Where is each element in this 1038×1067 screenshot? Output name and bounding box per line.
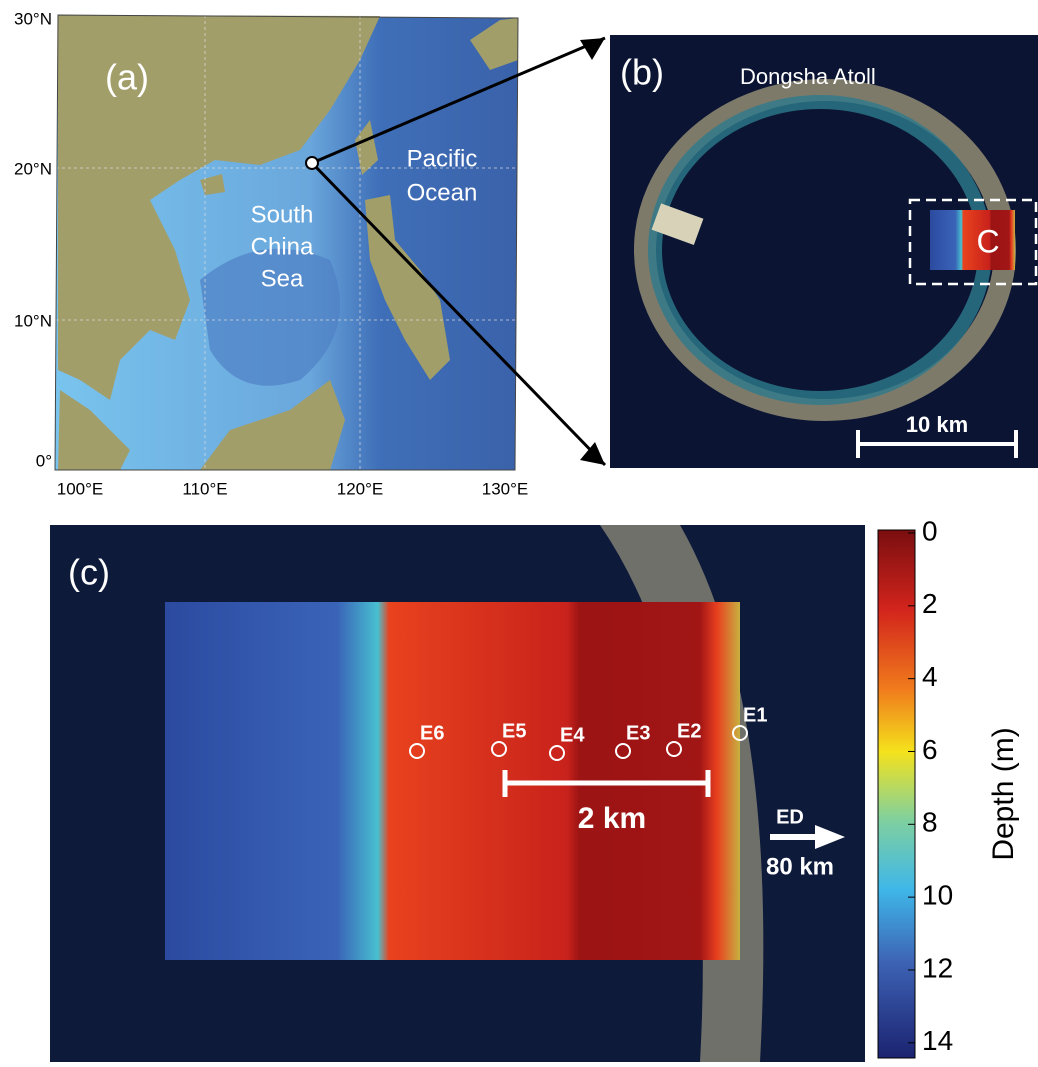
scale-label: 2 km	[578, 802, 646, 835]
sea-label: Sea	[261, 265, 304, 292]
panel-a: (a) 30°N 20°N 10°N 0° 100°E 110°E 120°E 130°E S…	[14, 9, 607, 498]
scale-label: 10 km	[906, 412, 968, 437]
scale-bar	[502, 770, 711, 797]
station-label: E2	[677, 720, 701, 742]
inset-box	[908, 198, 1038, 286]
colorbar-tick-label: 8	[922, 807, 938, 838]
colorbar-tick-label: 4	[922, 661, 938, 692]
station-marker	[615, 743, 631, 759]
panel-label: (b)	[620, 52, 664, 93]
lat-label: 0°	[36, 451, 52, 470]
arrow-label: ED	[776, 806, 804, 828]
land-taiwan	[355, 120, 378, 175]
scale-bar	[856, 430, 1018, 458]
colorbar-tick-label: 10	[922, 880, 953, 911]
title: Dongsha Atoll	[740, 64, 876, 89]
inset-color	[930, 210, 1015, 270]
lon-label: 110°E	[182, 479, 227, 498]
colorbar-tick-label: 0	[922, 515, 938, 546]
colorbar-tick-label: 2	[922, 588, 938, 619]
station-marker	[732, 725, 748, 741]
station-label: E4	[560, 724, 585, 746]
lat-label: 20°N	[14, 159, 52, 178]
distance-label: 80 km	[766, 853, 834, 880]
basin	[200, 248, 340, 386]
station-marker	[409, 743, 425, 759]
panel-label: (c)	[68, 552, 110, 593]
land-borneo	[200, 380, 345, 470]
sea-label: China	[251, 233, 314, 260]
sea-label: South	[251, 201, 314, 228]
station-marker	[491, 741, 507, 757]
ocean-label: Ocean	[407, 179, 478, 206]
island	[651, 203, 704, 246]
box-label: C	[976, 223, 999, 259]
colorbar-tick-label: 6	[922, 734, 938, 765]
arrowhead	[815, 825, 845, 849]
station-marker	[549, 745, 565, 761]
station-label: E6	[420, 722, 444, 744]
station-label: E5	[502, 720, 526, 742]
colorbar-tick-label: 14	[922, 1025, 953, 1056]
land-japan	[470, 18, 518, 70]
frame	[54, 14, 519, 471]
ocean-label: Pacific	[407, 145, 478, 172]
station-label: E1	[743, 704, 767, 726]
panel-c: 2 km (c) ED 80 km E1 E2 E3 E4 E5 E6	[50, 525, 865, 1062]
colorbar-title: Depth (m)	[987, 727, 1020, 860]
colorbar-tick-label: 12	[922, 952, 953, 983]
lon-label: 120°E	[337, 479, 384, 498]
lat-label: 10°N	[14, 311, 52, 330]
site-marker	[305, 156, 319, 170]
land-asia	[58, 15, 380, 400]
panel-label: (a)	[105, 57, 149, 98]
station-label: E3	[626, 722, 650, 744]
arrowhead	[580, 38, 605, 465]
lon-label: 100°E	[57, 479, 104, 498]
lon-label: 130°E	[482, 479, 529, 498]
land-hainan	[200, 174, 225, 195]
land-sumatra	[58, 390, 130, 470]
station-marker	[666, 741, 682, 757]
panel-b: C (b) Dongsha Atoll 10 km	[610, 35, 1038, 468]
arrow	[310, 161, 607, 467]
arrow	[311, 36, 606, 165]
colorbar-bar	[877, 529, 916, 1059]
colorbar: Depth (m) 0 2 4 6 8 10 12 14	[877, 515, 1020, 1059]
lat-label: 30°N	[14, 9, 52, 28]
